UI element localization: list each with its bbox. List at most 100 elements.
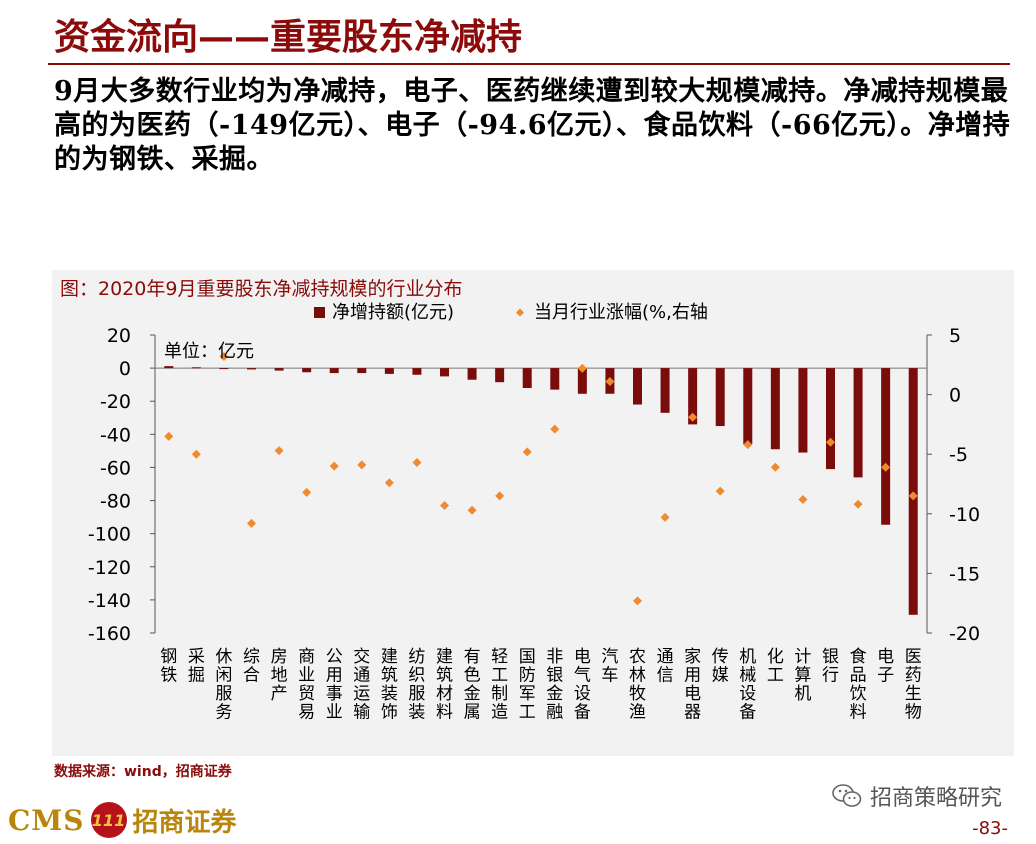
data-source: 数据来源：wind，招商证券: [54, 764, 232, 780]
bar-钢铁: [164, 366, 174, 369]
marker-纺织服装: [412, 458, 422, 468]
chart-panel: 图：2020年9月重要股东净减持规模的行业分布 20 0 -20 -40 -60 -80 -…: [52, 270, 1014, 756]
wechat-watermark: 招商策略研究: [832, 780, 1002, 812]
marker-农林牧渔: [633, 596, 642, 606]
category-label: 国防军工: [519, 647, 536, 723]
left-tick-label: -80: [100, 491, 131, 513]
category-label: 食品饮料: [850, 647, 867, 723]
marker-汽车: [605, 376, 615, 386]
category-label: 计算机: [794, 647, 811, 704]
category-label: 电气设备: [574, 647, 591, 723]
category-label: 商业贸易: [298, 647, 315, 723]
marker-有色金属: [467, 505, 477, 515]
marker-建筑装饰: [384, 478, 394, 488]
bar-传媒: [715, 368, 725, 427]
category-label: 银行: [822, 647, 839, 686]
left-tick-label: 20: [107, 325, 131, 347]
right-tick-label: -10: [949, 504, 980, 526]
chart-title: 图：2020年9月重要股东净减持规模的行业分布: [60, 278, 463, 300]
bar-公用事业: [329, 368, 339, 374]
bar-通信: [660, 368, 670, 413]
left-tick-label: 0: [119, 358, 131, 380]
watermark-text: 招商策略研究: [869, 786, 1002, 811]
marker-化工: [770, 462, 780, 472]
bar-农林牧渔: [633, 368, 642, 405]
right-tick-label: -20: [949, 623, 980, 645]
bar-建筑装饰: [384, 368, 394, 374]
left-tick-label: -160: [88, 623, 131, 645]
logo-text: CMS: [8, 803, 85, 837]
right-tick-label: -15: [949, 563, 980, 585]
slide-title: 资金流向——重要股东净减持: [54, 16, 523, 58]
bar-化工: [770, 368, 780, 450]
bar-有色金属: [467, 368, 477, 380]
left-tick-label: -120: [88, 557, 131, 579]
category-label: 医药生物: [905, 647, 922, 723]
logo-badge-icon: 111: [90, 802, 127, 838]
category-label: 综合: [243, 647, 260, 686]
unit-label: 单位：亿元: [164, 341, 254, 362]
category-label: 休闲服务: [215, 647, 232, 723]
legend-bar-swatch: [314, 307, 325, 318]
bar-计算机: [798, 368, 808, 453]
bar-电子: [881, 368, 891, 525]
marker-公用事业: [329, 461, 339, 471]
bar-采掘: [191, 367, 201, 369]
marker-商业贸易: [302, 487, 312, 497]
marker-计算机: [798, 494, 808, 504]
summary-text: 9月大多数行业均为净减持，电子、医药继续遭到较大规模减持。净减持规模最高的为医药…: [54, 76, 1011, 175]
marker-食品饮料: [853, 499, 863, 509]
bar-国防军工: [522, 368, 532, 388]
category-label: 化工: [767, 647, 784, 686]
marker-通信: [660, 512, 670, 522]
marker-轻工制造: [495, 491, 505, 501]
left-tick-label: -100: [88, 524, 131, 546]
category-label: 有色金属: [464, 647, 481, 723]
marker-钢铁: [164, 431, 174, 441]
marker-医药生物: [908, 491, 918, 501]
category-label: 电子: [877, 647, 894, 686]
marker-休闲服务: [219, 351, 229, 361]
category-label: 交通运输: [353, 647, 370, 723]
left-tick-label: -60: [100, 457, 131, 479]
bar-商业贸易: [302, 368, 312, 373]
legend-bar-label: 净增持额(亿元): [332, 302, 454, 323]
marker-综合: [247, 518, 256, 528]
category-label: 房地产: [271, 647, 288, 704]
category-label: 传媒: [712, 647, 729, 686]
marker-交通运输: [357, 460, 367, 470]
marker-传媒: [715, 486, 725, 496]
left-tick-label: -140: [88, 590, 131, 612]
category-label: 通信: [657, 647, 674, 686]
marker-国防军工: [522, 447, 532, 457]
title-divider: [48, 63, 1010, 65]
category-label: 建筑装饰: [381, 647, 398, 723]
marker-非银金融: [550, 424, 560, 434]
marker-家用电器: [688, 412, 698, 422]
category-label: 钢铁: [160, 647, 177, 686]
category-label: 汽车: [601, 647, 618, 686]
category-label: 建筑材料: [436, 647, 453, 723]
marker-房地产: [274, 446, 284, 456]
marker-银行: [826, 437, 835, 447]
category-label: 采掘: [188, 647, 205, 686]
marker-电子: [881, 462, 891, 472]
cms-logo: CMS 111 招商证券: [8, 800, 237, 840]
bar-scatter-chart: 20 0 -20 -40 -60 -80 -100 -120 -140 -160 5 0 -5 -10 -1…: [88, 302, 980, 723]
category-label: 轻工制造: [491, 647, 508, 723]
marker-电气设备: [577, 363, 587, 373]
bar-房地产: [274, 368, 284, 371]
marker-建筑材料: [440, 500, 449, 510]
page-number: -83-: [972, 818, 1008, 839]
bar-非银金融: [550, 368, 560, 390]
marker-机械设备: [743, 440, 753, 450]
bar-电气设备: [577, 368, 587, 394]
category-label: 公用事业: [326, 647, 343, 723]
right-tick-label: -5: [949, 444, 968, 466]
wechat-icon: [832, 784, 862, 807]
bar-轻工制造: [495, 368, 505, 383]
bar-交通运输: [357, 368, 367, 374]
legend-marker-swatch: [516, 308, 524, 317]
legend-marker-label: 当月行业涨幅(%,右轴: [534, 302, 708, 323]
category-label: 机械设备: [739, 647, 756, 723]
